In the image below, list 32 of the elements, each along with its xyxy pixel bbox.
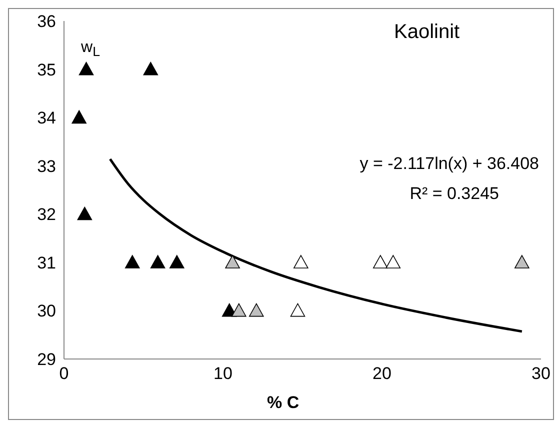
point [386,255,401,268]
x-axis-title: % C [267,393,300,413]
point [124,255,140,268]
x-tick-label: 30 [532,364,550,384]
point [78,62,94,76]
x-tick-label: 0 [59,364,69,384]
x-tick-label: 20 [372,364,392,384]
y-tick-label: 30 [37,302,56,321]
point [248,303,264,317]
y-tick-label: 35 [37,60,56,80]
y-tick-label: 33 [37,156,56,176]
point [225,255,240,268]
point [290,303,306,317]
point [514,255,530,268]
point [77,206,92,220]
x-tick-label: 10 [214,364,232,384]
y-tick-label: 29 [37,350,56,370]
y-tick-label: 36 [37,12,56,32]
y-tick-label: 31 [37,253,56,272]
point [294,255,308,268]
y-axis-title: w$_{L}$ [81,39,100,60]
point [232,303,246,317]
y-tick-label: 32 [37,205,56,224]
point [143,62,158,76]
point [72,110,87,124]
y-tick-label: 34 [37,108,56,128]
annotation: y = -2.117ln(x) + 36.408 [360,154,539,174]
point [169,255,184,268]
point [150,255,166,268]
annotation: R² = 0.3245 [410,184,499,204]
point [373,255,388,268]
chart-title: Kaolinit [394,21,460,44]
